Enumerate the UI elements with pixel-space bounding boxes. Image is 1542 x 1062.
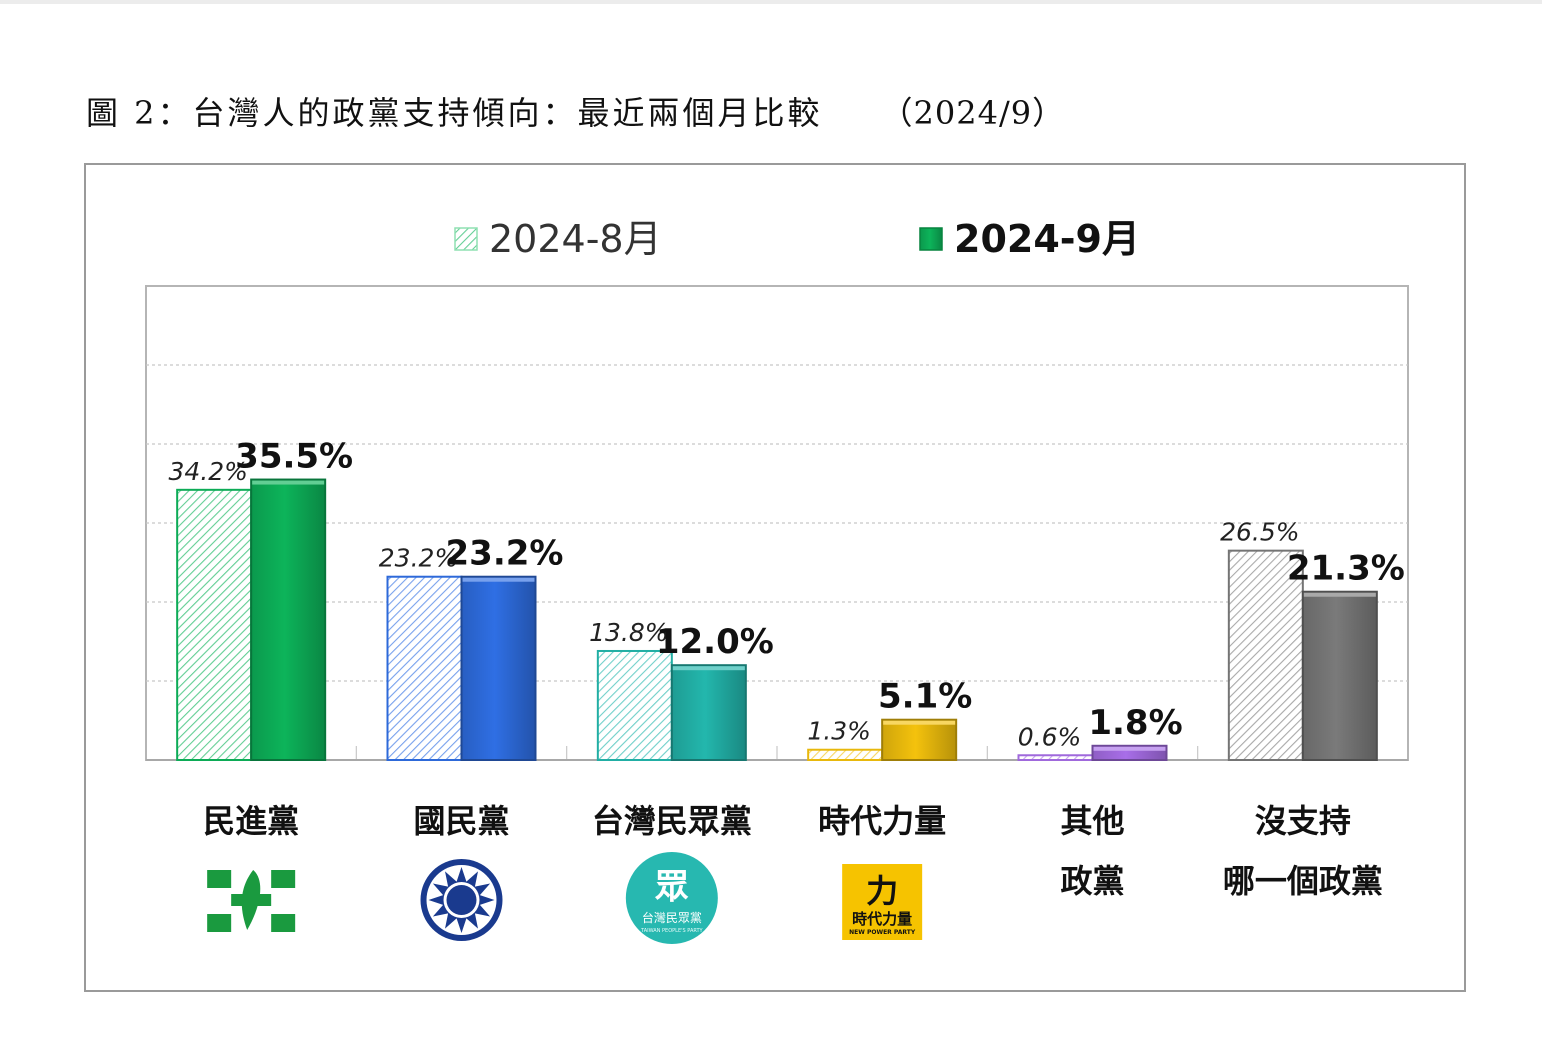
category-label: 國民黨 bbox=[413, 802, 509, 840]
bar-2024-9 bbox=[670, 664, 747, 762]
value-label-2024-8: 34.2% bbox=[168, 457, 247, 486]
bar-2024-9 bbox=[1301, 590, 1378, 761]
svg-text:TAIWAN PEOPLE'S PARTY: TAIWAN PEOPLE'S PARTY bbox=[640, 928, 703, 934]
figure-title: 圖 2：台灣人的政黨支持傾向：最近兩個月比較 （2024/9） bbox=[86, 88, 1065, 134]
category-label: 時代力量 bbox=[818, 802, 946, 840]
value-label-2024-8: 1.3% bbox=[807, 717, 871, 746]
svg-text:台灣民眾黨: 台灣民眾黨 bbox=[642, 910, 702, 925]
bar-2024-8 bbox=[176, 488, 253, 761]
category-label: 哪一個政黨 bbox=[1223, 862, 1383, 900]
legend-swatch-2024-9 bbox=[919, 227, 943, 251]
value-label-2024-8: 0.6% bbox=[1018, 722, 1082, 751]
svg-text:力: 力 bbox=[866, 872, 898, 910]
bar-2024-8 bbox=[807, 748, 884, 761]
value-label-2024-9: 12.0% bbox=[656, 622, 774, 662]
value-label-2024-8: 23.2% bbox=[379, 544, 458, 573]
figure-date: （2024/9） bbox=[880, 94, 1066, 132]
category-label: 其他 bbox=[1060, 802, 1124, 840]
bar-2024-8 bbox=[386, 575, 463, 761]
value-label-2024-9: 21.3% bbox=[1287, 549, 1405, 589]
value-label-2024-8: 26.5% bbox=[1220, 518, 1299, 547]
bar-2024-8 bbox=[1227, 549, 1304, 762]
top-border-line bbox=[0, 0, 1542, 4]
value-label-2024-9: 1.8% bbox=[1088, 703, 1182, 743]
kmt-logo bbox=[420, 859, 503, 941]
bar-2024-9 bbox=[460, 575, 537, 761]
figure-title-text: 圖 2：台灣人的政黨支持傾向：最近兩個月比較 bbox=[86, 94, 823, 132]
value-label-2024-8: 13.8% bbox=[589, 618, 668, 647]
bar-2024-9-highlight bbox=[1093, 746, 1166, 751]
bar-2024-9 bbox=[250, 478, 327, 761]
bar-2024-9-highlight bbox=[883, 720, 956, 725]
value-label-2024-9: 5.1% bbox=[878, 677, 972, 717]
legend-swatch-2024-8 bbox=[454, 227, 478, 251]
bar-2024-8 bbox=[1017, 754, 1094, 762]
value-label-2024-9: 35.5% bbox=[235, 437, 353, 477]
category-label: 台灣民眾黨 bbox=[592, 802, 752, 840]
category-label: 政黨 bbox=[1060, 862, 1124, 900]
svg-text:時代力量: 時代力量 bbox=[852, 910, 912, 928]
legend-label-2024-9: 2024-9月 bbox=[954, 217, 1140, 261]
bar-2024-9-highlight bbox=[462, 577, 535, 582]
category-label: 沒支持 bbox=[1255, 802, 1351, 840]
bar-2024-8 bbox=[596, 649, 673, 761]
bar-2024-9 bbox=[881, 718, 958, 762]
bar-2024-9-highlight bbox=[1303, 592, 1376, 597]
bar-2024-9-highlight bbox=[252, 480, 325, 485]
category-label: 民進黨 bbox=[203, 802, 299, 840]
svg-text:NEW POWER PARTY: NEW POWER PARTY bbox=[849, 929, 916, 936]
dpp-logo bbox=[207, 870, 296, 932]
value-label-2024-9: 23.2% bbox=[446, 534, 564, 574]
legend-label-2024-8: 2024-8月 bbox=[489, 217, 662, 261]
svg-text:眾: 眾 bbox=[654, 867, 689, 907]
bar-2024-9-highlight bbox=[672, 666, 745, 671]
